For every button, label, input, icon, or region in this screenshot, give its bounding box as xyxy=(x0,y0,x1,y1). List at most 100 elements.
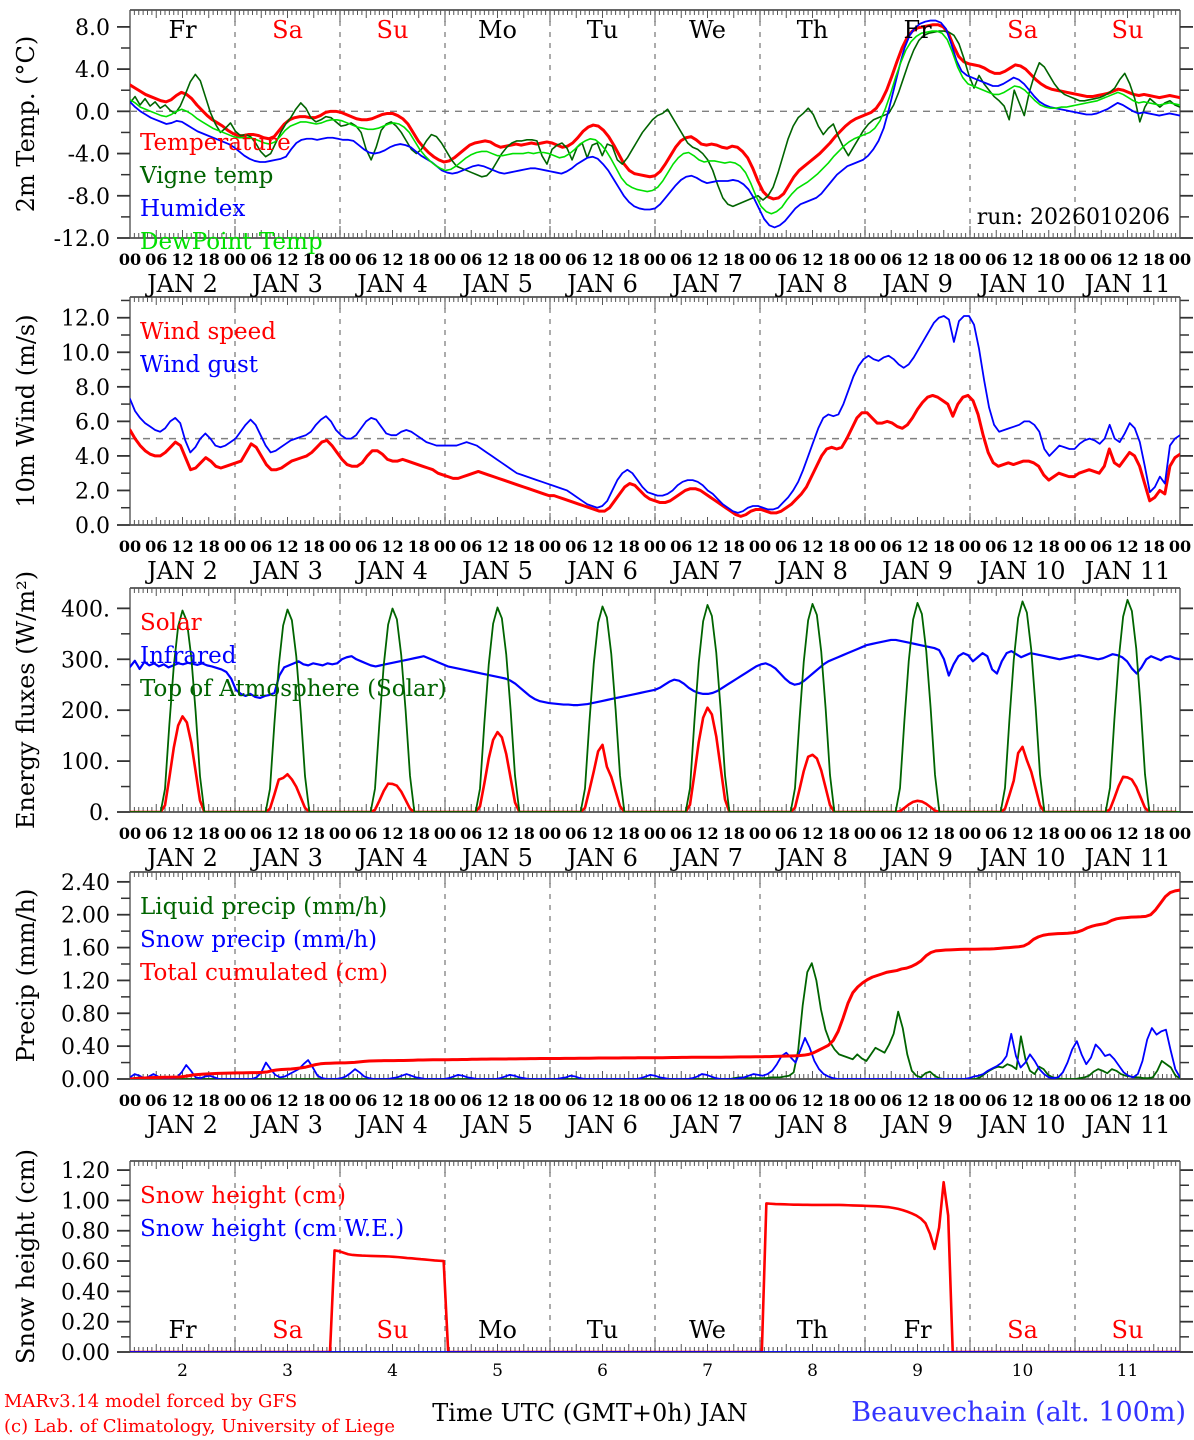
hour-tick-label: 00 xyxy=(329,824,351,843)
hour-tick-label: 06 xyxy=(460,250,482,269)
time-axis-labels-2: 00 06 12 18 00 06 12 18 00 06 12 18 00 06 12 18 00 06 12 18… xyxy=(119,824,1191,872)
hour-tick-label: 18 xyxy=(933,824,955,843)
hour-tick-label: 12 xyxy=(906,537,928,556)
hour-tick-label: 12 xyxy=(276,1091,298,1110)
dow-label-bottom-mo-3: Mo xyxy=(478,1316,517,1344)
series-top-of-atmosphere-solar- xyxy=(130,598,1180,812)
hour-tick-label: 12 xyxy=(906,1091,928,1110)
day-label: JAN 11 xyxy=(1081,270,1170,298)
hour-tick-label: 12 xyxy=(381,250,403,269)
hour-tick-label: 12 xyxy=(171,537,193,556)
hour-tick-label: 06 xyxy=(985,1091,1007,1110)
hour-tick-label: 12 xyxy=(801,537,823,556)
dow-label-bottom-th-6: Th xyxy=(797,1316,828,1344)
day-label: JAN 2 xyxy=(144,557,218,585)
hour-tick-label: 12 xyxy=(696,824,718,843)
legend-label: Infrared xyxy=(140,643,237,669)
hour-tick-label: 00 xyxy=(749,250,771,269)
hour-tick-label: 12 xyxy=(801,250,823,269)
series-dewpoint-temp xyxy=(130,30,1180,215)
hour-tick-label: 12 xyxy=(801,1091,823,1110)
hour-tick-label: 12 xyxy=(1116,537,1138,556)
hour-tick-label: 12 xyxy=(591,824,613,843)
hour-tick-label: 18 xyxy=(408,250,430,269)
y-tick-label: 2.40 xyxy=(61,871,110,896)
hour-tick-label: 12 xyxy=(696,537,718,556)
hour-tick-label: 12 xyxy=(276,537,298,556)
hour-tick-label: 12 xyxy=(171,824,193,843)
run-label: run: 2026010206 xyxy=(977,205,1170,230)
day-label: JAN 5 xyxy=(459,1111,533,1139)
hour-tick-label: 06 xyxy=(250,537,272,556)
hour-tick-label: 06 xyxy=(355,537,377,556)
hour-tick-label: 12 xyxy=(381,537,403,556)
y-tick-label: -4.0 xyxy=(68,143,110,168)
hour-tick-label: 12 xyxy=(696,250,718,269)
hour-tick-label: 18 xyxy=(1143,824,1165,843)
hour-tick-label: 12 xyxy=(591,250,613,269)
hour-tick-label: 06 xyxy=(565,537,587,556)
y-tick-label: 0.0 xyxy=(75,100,110,125)
series-group xyxy=(130,888,1180,1079)
hour-tick-label: 06 xyxy=(1090,824,1112,843)
hour-tick-label: 18 xyxy=(303,824,325,843)
series-vigne-temp xyxy=(130,30,1180,208)
hour-tick-label: 18 xyxy=(933,1091,955,1110)
hour-tick-label: 18 xyxy=(828,824,850,843)
hour-tick-label: 06 xyxy=(775,537,797,556)
hour-tick-label: 06 xyxy=(880,250,902,269)
y-tick-label: 10.0 xyxy=(61,341,110,366)
hour-tick-label: 00 xyxy=(854,1091,876,1110)
hour-tick-label: 00 xyxy=(1064,537,1086,556)
y-tick-label: 8.0 xyxy=(75,376,110,401)
hour-tick-label: 06 xyxy=(460,1091,482,1110)
hour-tick-label: 12 xyxy=(591,537,613,556)
series-group xyxy=(130,315,1180,518)
day-label: JAN 2 xyxy=(144,1111,218,1139)
series-infrared xyxy=(130,638,1180,707)
hour-tick-label: 06 xyxy=(880,1091,902,1110)
legend-label: Vigne temp xyxy=(139,163,273,189)
footer: MARv3.14 model forced by GFS (c) Lab. of … xyxy=(4,1391,1186,1437)
hour-tick-label: 18 xyxy=(408,824,430,843)
series-wind-gust xyxy=(130,315,1180,514)
dow-strip-top: Fr Sa Su Mo Tu We Th Fr Sa Su xyxy=(168,16,1143,44)
hour-tick-label: 00 xyxy=(224,824,246,843)
hour-tick-label: 00 xyxy=(854,250,876,269)
legend-label: Humidex xyxy=(140,196,245,222)
day-label: JAN 9 xyxy=(879,557,953,585)
legend-label: Wind gust xyxy=(140,352,259,378)
hour-tick-label: 06 xyxy=(670,537,692,556)
day-label: JAN 2 xyxy=(144,270,218,298)
hour-tick-label: 06 xyxy=(460,824,482,843)
y-tick-label: 0.00 xyxy=(61,1341,110,1366)
hour-tick-label: 00 xyxy=(434,824,456,843)
hour-tick-label: 18 xyxy=(723,824,745,843)
hour-tick-label: 18 xyxy=(1143,537,1165,556)
series-wind-speed xyxy=(130,393,1180,518)
hour-tick-label: 00 xyxy=(959,824,981,843)
hour-tick-label: 06 xyxy=(670,250,692,269)
hour-tick-label: 18 xyxy=(198,824,220,843)
day-label: JAN 8 xyxy=(774,557,848,585)
dow-label-su-9: Su xyxy=(1112,16,1144,44)
hour-tick-label: 00 xyxy=(749,824,771,843)
day-label: JAN 9 xyxy=(879,270,953,298)
hour-tick-label: 18 xyxy=(1038,1091,1060,1110)
day-label: JAN 4 xyxy=(354,1111,428,1139)
hour-tick-label: 00 xyxy=(434,1091,456,1110)
dow-label-bottom-su-9: Su xyxy=(1112,1316,1144,1344)
day-label: JAN 3 xyxy=(249,557,323,585)
hour-tick-label: 06 xyxy=(565,250,587,269)
hour-tick-label: 06 xyxy=(985,537,1007,556)
day-label: JAN 9 xyxy=(879,1111,953,1139)
series-temperature xyxy=(130,23,1180,201)
y-tick-label: 12.0 xyxy=(61,307,110,332)
hour-tick-label: 12 xyxy=(1011,1091,1033,1110)
hour-tick-label: 18 xyxy=(513,1091,535,1110)
legend-label: Liquid precip (mm/h) xyxy=(140,894,387,920)
day-label: JAN 3 xyxy=(249,844,323,872)
day-label: JAN 8 xyxy=(774,270,848,298)
legend-label: Wind speed xyxy=(140,319,276,345)
hour-tick-label: 18 xyxy=(618,1091,640,1110)
